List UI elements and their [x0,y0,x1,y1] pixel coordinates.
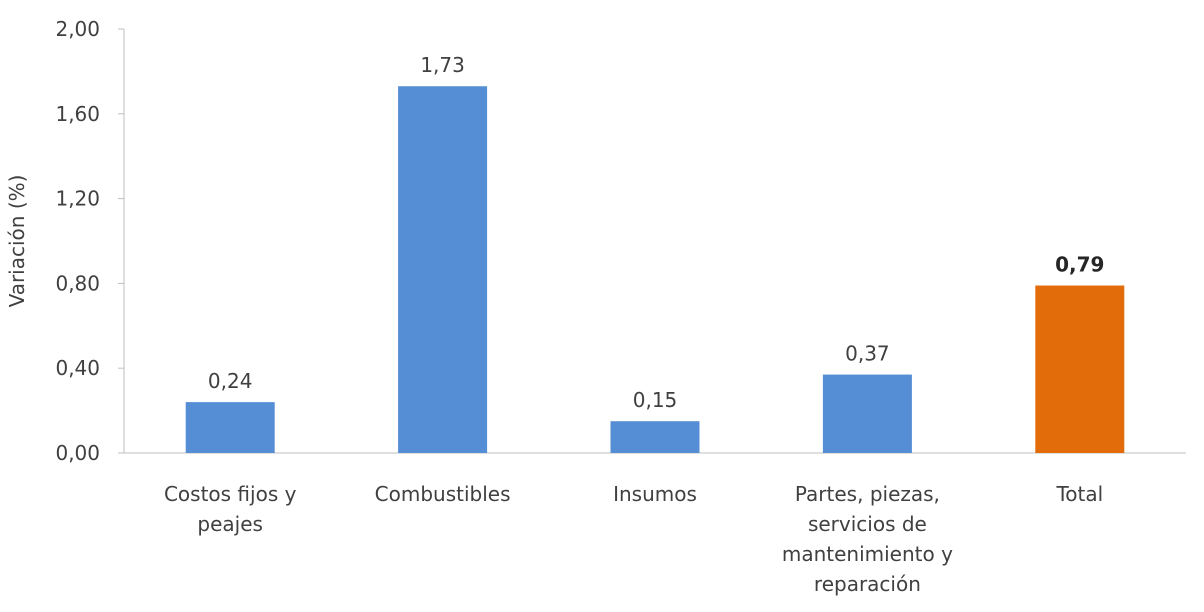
bar [1035,285,1125,453]
y-tick-label: 1,20 [55,187,100,211]
category-label: Partes, piezas, [795,482,940,506]
bar [185,402,275,453]
y-tick-label: 0,00 [55,441,100,465]
y-tick-label: 2,00 [55,17,100,41]
category-label: Combustibles [375,482,511,506]
category-label: peajes [197,512,263,536]
data-label: 1,73 [420,53,465,77]
data-labels: 0,24 1,73 0,15 0,37 0,79 [208,53,1105,412]
data-label: 0,37 [845,342,890,366]
category-label: Total [1055,482,1103,506]
bar [610,421,700,453]
y-axis: 0,00 0,40 0,80 1,20 1,60 2,00 [55,17,1186,465]
y-tick-label: 0,80 [55,271,100,295]
y-tick-label: 1,60 [55,102,100,126]
category-label: reparación [814,572,921,596]
category-label: Costos fijos y [164,482,297,506]
y-tick-label: 0,40 [55,356,100,380]
data-label: 0,15 [633,388,678,412]
category-label: mantenimiento y [782,542,953,566]
bar [398,86,488,454]
bars [185,86,1125,454]
data-label: 0,24 [208,369,253,393]
category-label: servicios de [808,512,927,536]
data-label: 0,79 [1055,253,1104,277]
bar [822,374,912,453]
category-labels: Costos fijos y peajes Combustibles Insumos P… [164,482,1103,596]
y-axis-title: Variación (%) [5,175,29,308]
category-label: Insumos [613,482,697,506]
